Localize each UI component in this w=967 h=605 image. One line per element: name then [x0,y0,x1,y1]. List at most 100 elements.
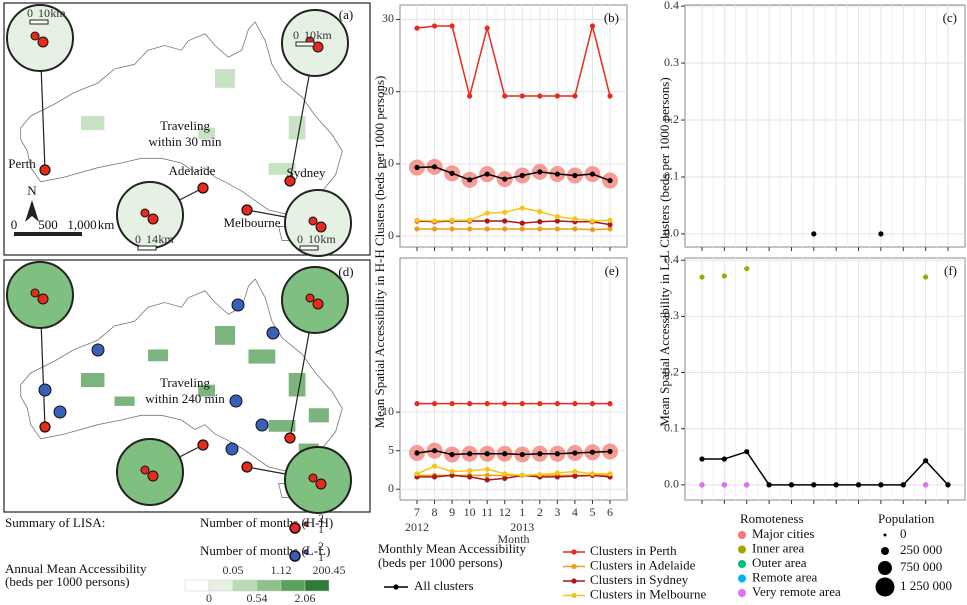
panel-label: (e) [605,263,619,278]
series-line [702,450,949,486]
cluster [140,465,150,475]
legend-swatch [393,584,399,590]
inset-scale-label: 10 [38,6,50,20]
scale-break: 0 [206,591,212,605]
city-label: Adelaide [169,163,216,178]
city-marker [241,461,253,473]
region [308,408,329,423]
y-axis-title: Mean Spatial Accessibility in L-L Cluste… [657,77,672,426]
point [449,217,455,223]
x-tick-label: 11 [481,505,493,519]
city-label: Sydney [287,165,327,180]
point [554,226,560,232]
point [878,482,884,488]
point [414,226,420,232]
legend-label: Clusters in Melbourne [590,586,706,601]
panel-label: (d) [338,264,353,279]
scale-label: km [98,217,115,232]
point [572,450,578,456]
ll-cluster [53,405,67,419]
region [288,373,306,397]
inset-scale-label: 0 [297,232,303,246]
point [900,482,906,488]
x-tick-label: 3 [554,505,560,519]
scale-label: 500 [38,217,58,232]
legend-label: 750 000 [900,559,942,574]
y-tick-label: 0.3 [664,308,679,322]
point [744,482,750,488]
panel-label: (f) [944,263,957,278]
point [449,401,455,407]
region [81,116,105,131]
region [215,69,236,88]
legend-swatch [571,578,577,584]
point [607,448,613,455]
point [414,25,420,31]
point [484,210,490,216]
region [198,127,215,140]
point [572,93,578,99]
point [467,177,473,183]
x-tick-label: 1 [519,505,525,519]
point [923,458,929,464]
point [572,226,578,232]
point [554,451,560,457]
point [502,93,508,99]
inset-scale-label: 10 [308,232,320,246]
point [519,93,525,99]
point [607,93,613,99]
inset-scale-label: 0 [27,6,33,20]
point [554,171,560,177]
ll-cluster [231,298,245,312]
color-scale [208,579,234,592]
legend-label: Very remote area [752,584,841,599]
lisa-symbol [303,549,309,555]
y-tick-label: 0.0 [664,226,679,240]
map-title: within 240 min [145,391,225,406]
x-tick-label: 2 [537,505,543,519]
cluster [30,31,40,41]
year-label: 2013 [510,520,534,534]
x-tick-label: 8 [432,505,438,519]
legend-swatch [738,574,746,583]
point [833,482,839,488]
point [431,218,438,224]
cluster [30,288,40,298]
ll-cluster [225,442,239,456]
y-tick-label: 0.0 [664,477,679,491]
point [572,216,578,222]
color-scale [256,579,282,592]
series-line [416,25,611,97]
point [537,209,543,215]
point [414,164,420,171]
lisa-count: 2 [318,539,324,553]
ll-cluster [229,394,243,408]
scale-label: 1,000 [67,217,96,232]
lisa-symbol [303,521,309,527]
x-tick-label: 5 [589,505,595,519]
inset-scale-label: 14 [146,232,158,246]
point [502,226,508,232]
point [467,401,473,407]
city-label: Melbourne [223,215,280,230]
y-tick-label: 0.2 [664,364,679,378]
point [414,450,420,456]
point [449,451,455,458]
point [554,214,560,220]
point [554,470,560,476]
point [699,456,705,462]
panel-label: (c) [943,10,957,25]
legend-swatch [738,560,746,568]
legend-label: All clusters [414,578,474,593]
y-tick-label: 0 [388,481,394,495]
city-marker [197,439,209,451]
lisa-count: 1 [318,522,324,536]
point [467,93,473,99]
inset-scale-label: km [158,232,174,246]
cluster [312,41,324,53]
point [502,209,508,215]
city-marker [284,432,296,444]
point [607,226,613,232]
cluster [308,473,318,483]
